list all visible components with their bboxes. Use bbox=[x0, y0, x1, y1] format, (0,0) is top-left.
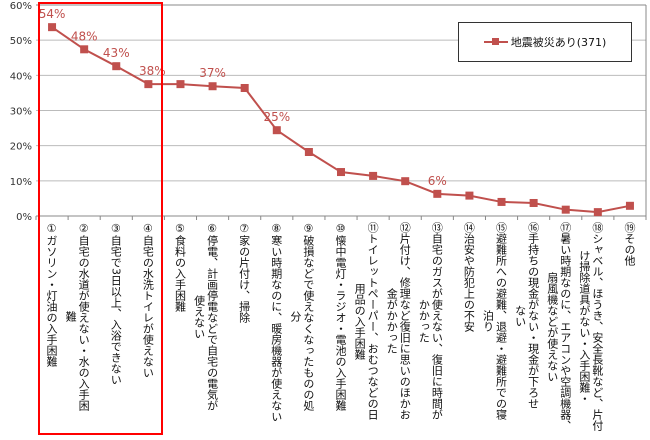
data-label: 38% bbox=[139, 64, 166, 78]
x-category-label-line: ⑰暑い時期なのに、エアコンや空調機器、 bbox=[558, 222, 572, 431]
y-tick-label: 30% bbox=[10, 107, 32, 118]
x-category-label: ⑭治安や防犯上の不安 bbox=[462, 222, 475, 332]
x-category-label-line: 泊り bbox=[481, 310, 495, 332]
data-point bbox=[593, 208, 602, 217]
x-category-label: ⑨破損などで使えなくなったものの処分 bbox=[289, 222, 315, 411]
data-label: 37% bbox=[199, 66, 226, 80]
x-category-label: ⑰暑い時期なのに、エアコンや空調機器、 扇風機などが使えない bbox=[546, 222, 572, 431]
x-category-label-line: ⑬自宅のガスが使えない、復旧に時間が bbox=[430, 222, 444, 420]
data-point bbox=[529, 198, 538, 207]
x-category-label-line: ①ガソリン・灯油の入手困難 bbox=[45, 222, 59, 367]
x-category-label: ②自宅の水道が使えない・水の入手困難 bbox=[64, 222, 90, 411]
x-category-label-line: 扇風機などが使えない bbox=[545, 271, 559, 382]
data-label: 6% bbox=[428, 174, 447, 188]
x-category-label-line: 使えない bbox=[192, 294, 206, 339]
x-category-label-line: ⑯手持ちの現金がない・現金が下ろせ bbox=[526, 222, 540, 409]
y-tick-label: 50% bbox=[10, 36, 32, 47]
data-point bbox=[80, 45, 89, 54]
x-category-label: ①ガソリン・灯油の入手困難 bbox=[45, 222, 58, 367]
data-point bbox=[304, 147, 313, 156]
x-category-label-line: ⑧寒い時期なのに、暖房機器が使えない bbox=[269, 222, 283, 422]
x-category-label-line: ⑮避難所への避難、退避・避難所での寝 bbox=[494, 222, 508, 420]
x-category-label: ⑤食料の入手困難 bbox=[173, 222, 186, 312]
x-category-label: ⑥停電、計画停電などで自宅の電気が 使えない bbox=[193, 222, 219, 411]
x-category-label-line: 分 bbox=[288, 311, 302, 322]
x-category-label-line: ⑦家の片付け、掃除 bbox=[237, 222, 251, 323]
data-point bbox=[561, 205, 570, 214]
legend-label: 地震被災あり(371) bbox=[510, 36, 607, 49]
y-tick-label: 60% bbox=[10, 1, 32, 12]
x-category-label-line: ④自宅の水洗トイレが使えない bbox=[141, 222, 155, 378]
x-category-label-line: 用品の入手困難 bbox=[353, 282, 367, 360]
x-category-label-line: け掃除道具がない・入手困難・ bbox=[577, 249, 591, 404]
x-category-label-line: ない bbox=[513, 304, 527, 327]
data-label: 48% bbox=[71, 29, 98, 43]
data-point bbox=[272, 126, 281, 135]
x-category-label: ④自宅の水洗トイレが使えない bbox=[141, 222, 154, 378]
x-category-label: ⑬自宅のガスが使えない、復旧に時間が かかった bbox=[417, 222, 443, 420]
x-category-label-line: かかった bbox=[417, 299, 431, 343]
x-category-label: ⑮避難所への避難、退避・避難所での寝 泊り bbox=[482, 222, 508, 420]
data-point bbox=[625, 201, 634, 210]
y-tick-label: 40% bbox=[10, 71, 32, 82]
y-tick-label: 10% bbox=[10, 177, 32, 188]
x-category-label-line: ⑤食料の入手困難 bbox=[173, 222, 187, 312]
data-label: 54% bbox=[39, 7, 66, 21]
data-point bbox=[497, 197, 506, 206]
data-point bbox=[401, 177, 410, 186]
data-label: 25% bbox=[263, 110, 290, 124]
data-point bbox=[48, 23, 57, 32]
x-category-label-line: ⑱シャベル、ほうき、安全長靴など、片付 bbox=[590, 222, 604, 431]
y-tick-label: 20% bbox=[10, 142, 32, 153]
x-category-label-line: ⑩懐中電灯・ラジオ・電池の入手困難 bbox=[334, 222, 347, 411]
data-point bbox=[208, 82, 217, 91]
data-point bbox=[337, 168, 345, 177]
legend-marker-icon bbox=[483, 38, 508, 45]
data-point bbox=[240, 83, 249, 92]
y-tick-label: 0% bbox=[16, 212, 32, 223]
x-category-label: ⑦家の片付け、掃除 bbox=[238, 222, 251, 323]
x-category-label-line: ③自宅で3日以上、入浴できない bbox=[109, 222, 123, 385]
data-point bbox=[176, 80, 185, 89]
data-point bbox=[465, 191, 474, 200]
x-category-label-line: 金がかかった bbox=[385, 288, 399, 354]
x-category-label-line: 難 bbox=[64, 311, 78, 322]
x-category-label: ③自宅で3日以上、入浴できない bbox=[109, 222, 122, 385]
x-category-label-line: ⑥停電、計画停電などで自宅の電気が bbox=[205, 222, 219, 411]
data-point bbox=[112, 62, 121, 71]
x-category-label-line: ⑲その他 bbox=[622, 222, 636, 266]
x-category-label-line: ②自宅の水道が使えない・水の入手困 bbox=[77, 222, 91, 411]
legend: 地震被災あり(371) bbox=[458, 22, 632, 62]
data-label: 43% bbox=[103, 46, 130, 60]
x-category-label: ⑯手持ちの現金がない・現金が下ろせ ない bbox=[514, 222, 540, 409]
highlight-box bbox=[38, 2, 163, 435]
x-category-label-line: ⑫片付け、修理など復旧に思いのほかお bbox=[398, 222, 412, 420]
x-category-label: ⑩懐中電灯・ラジオ・電池の入手困難 bbox=[334, 222, 347, 411]
x-category-label: ⑫片付け、修理など復旧に思いのほかお 金がかかった bbox=[385, 222, 411, 420]
x-category-label-line: ⑭治安や防犯上の不安 bbox=[462, 222, 476, 332]
x-category-label: ⑧寒い時期なのに、暖房機器が使えない bbox=[270, 222, 283, 422]
x-category-label: ⑱シャベル、ほうき、安全長靴など、片付 け掃除道具がない・入手困難・ bbox=[578, 222, 604, 431]
x-category-label-line: ⑨破損などで使えなくなったものの処 bbox=[301, 222, 315, 411]
x-category-label-line: ⑪トイレットペーパー、おむつなどの日 bbox=[366, 222, 380, 420]
x-category-label: ⑪トイレットペーパー、おむつなどの日 用品の入手困難 bbox=[353, 222, 379, 420]
x-category-label: ⑲その他 bbox=[623, 222, 636, 266]
data-point bbox=[144, 80, 153, 89]
data-point bbox=[433, 189, 442, 198]
data-point bbox=[369, 171, 378, 180]
